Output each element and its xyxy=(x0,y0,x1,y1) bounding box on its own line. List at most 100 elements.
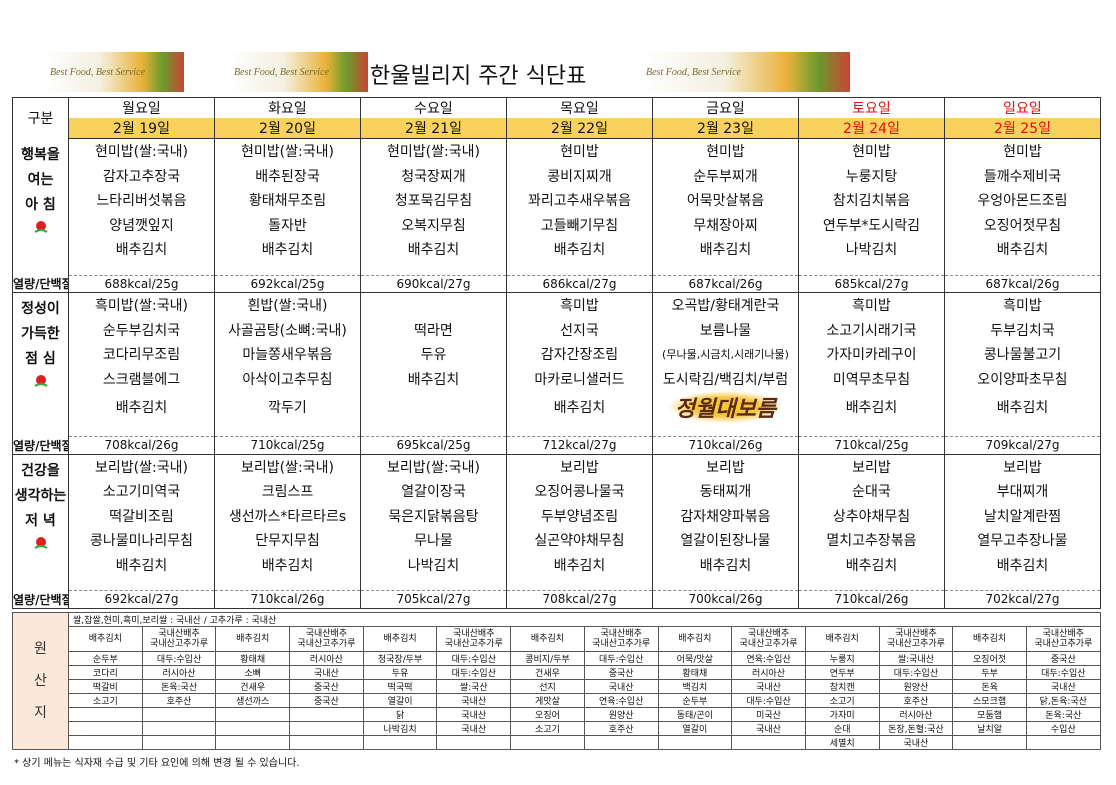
menu-cell: 보리밥 xyxy=(652,454,799,479)
menu-item: 열갈이된장나물 xyxy=(680,533,771,550)
date: 2월 25일 xyxy=(944,118,1101,139)
menu-cell: 현미밥(쌀:국내) xyxy=(360,138,507,164)
menu-item: 가자미카레구이 xyxy=(826,347,917,364)
menu-item: 배추김치 xyxy=(407,371,460,388)
origin-header-line: 국내산고추가루 xyxy=(1034,639,1093,649)
flower-icon xyxy=(14,534,68,559)
menu-item: 배추김치 xyxy=(261,557,314,574)
banner: Best Food, Best Service xyxy=(640,52,850,92)
menu-item: 배추김치 xyxy=(115,557,168,574)
menu-item: 오이양파초무침 xyxy=(977,371,1068,388)
origin-row: 떡갈비 돈육:국산 건새우 중국산 떡국떡 쌀:국산 선지 국내산 백김치 국내산 참치캔 원양산 돈육… xyxy=(13,679,1101,694)
menu-item: 현미밥(쌀:국내) xyxy=(387,144,480,161)
menu-cell: 들깨수제비국 xyxy=(944,163,1101,188)
origin-source: 국내산 xyxy=(1025,679,1101,694)
origin-source: 대두:수입산 xyxy=(1025,665,1101,680)
origin-source: 대두:수입산 xyxy=(436,651,512,666)
origin-item: 열갈이 xyxy=(657,721,733,736)
day: 목요일 xyxy=(506,97,653,118)
menu-item: 코다리무조림 xyxy=(102,347,181,364)
origin-source: 대두:수입산 xyxy=(436,665,512,680)
origin-item: 선지 xyxy=(510,679,585,694)
menu-item: 청포묵김무침 xyxy=(394,193,473,210)
menu-item: 날치알계란찜 xyxy=(983,508,1062,525)
menu-cell: 배추김치 xyxy=(798,552,945,577)
menu-item: 배추김치 xyxy=(115,400,168,416)
menu-cell: 단무지무침 xyxy=(214,528,361,553)
menu-cell xyxy=(506,261,653,276)
menu-item: 흑미밥 xyxy=(1003,298,1042,315)
menu-cell: 보리밥(쌀:국내) xyxy=(68,454,215,479)
kcal: 708kcal/27g xyxy=(506,590,653,609)
menu-item: 감자간장조림 xyxy=(540,347,619,364)
day: 일요일 xyxy=(944,97,1101,118)
menu-cell xyxy=(652,423,799,437)
menu-item: 배추김치 xyxy=(699,557,752,574)
menu-cell: 보리밥 xyxy=(798,454,945,479)
menu-cell: 배추김치 xyxy=(506,552,653,577)
origin-source: 원양산 xyxy=(878,679,954,694)
menu-item: 소고기미역국 xyxy=(102,484,181,501)
menu-item: 아삭이고추무침 xyxy=(242,371,333,388)
menu-item: 깍두기 xyxy=(268,400,307,416)
origin-item: 날치알 xyxy=(952,721,1027,736)
menu-cell: 배추김치 xyxy=(944,237,1101,262)
kcal: 710kcal/25g xyxy=(214,436,361,455)
menu-item: 배추김치 xyxy=(553,242,606,259)
origin-empty xyxy=(1025,735,1101,750)
origin-item: 순대 xyxy=(804,721,880,736)
origin-source: 연육:수입산 xyxy=(731,651,806,666)
kcal-label: 열량/단백질 xyxy=(12,590,69,609)
origin-row: 순두부 대두:수입산 황태채 러시아산 청국장/두부 대두:수입산 콩비지/두부 대두:수입산… xyxy=(13,651,1101,666)
origin-item: 건새우 xyxy=(215,679,291,694)
menu-item: 보리밥(쌀:국내) xyxy=(241,459,334,476)
menu-cell: 우엉아몬드조림 xyxy=(944,188,1101,213)
origin-note-row: 원 산 지 쌀,찹쌀,현미,흑미,보리쌀 : 국내산 / 고추가루 : 국내산 xyxy=(12,612,1101,750)
kcal: 692kcal/25g xyxy=(214,275,361,293)
day: 토요일 xyxy=(798,97,945,118)
menu-cell: 청포묵김무침 xyxy=(360,188,507,213)
kcal: 690kcal/27g xyxy=(360,275,507,293)
meal-label-line: 정성이 xyxy=(21,301,60,317)
origin-header-line: 국내산배추 xyxy=(747,629,790,639)
menu-item: 고들빼기무침 xyxy=(540,217,619,234)
menu-item: (무나물,시금치,시래기나물) xyxy=(662,348,789,362)
menu-item: 들깨수제비국 xyxy=(983,168,1062,185)
menu-cell: 마늘쫑새우볶음 xyxy=(214,342,361,367)
menu-item: 배추된장국 xyxy=(255,168,320,185)
origin-source: 국내산 xyxy=(731,679,806,694)
menu-item: 보리밥(쌀:국내) xyxy=(387,459,480,476)
menu-cell xyxy=(68,577,215,591)
menu-cell: 배추김치 xyxy=(506,391,653,423)
menu-cell: 보리밥(쌀:국내) xyxy=(214,454,361,479)
menu-cell: 현미밥(쌀:국내) xyxy=(68,138,215,164)
menu-item: 현미밥 xyxy=(706,144,745,161)
origin-source: 국내산 xyxy=(436,707,512,722)
menu-item: 콩나물불고기 xyxy=(983,347,1062,364)
origin-item: 열갈이 xyxy=(362,693,438,708)
origin-item: 세멸치 xyxy=(804,735,880,750)
menu-cell: 실곤약야채무침 xyxy=(506,528,653,553)
menu-cell xyxy=(798,577,945,591)
menu-item: 배추김치 xyxy=(845,557,898,574)
origin-header-item: 배추김치 xyxy=(804,626,880,652)
origin-header-item: 배추김치 xyxy=(68,626,143,652)
origin-header-item: 배추김치 xyxy=(657,626,733,652)
origin-header-line: 국내산배추 xyxy=(600,629,642,639)
menu-cell xyxy=(360,577,507,591)
day-row: 구분 월요일 화요일 수요일 목요일 금요일 토요일 일요일 xyxy=(12,97,1101,139)
date: 2월 21일 xyxy=(360,118,507,139)
menu-cell: 현미밥 xyxy=(652,138,799,164)
kcal: 710kcal/26g xyxy=(798,590,945,609)
menu-item: 떡라면 xyxy=(414,322,453,339)
meal-label-line: 여는 xyxy=(27,171,54,188)
kcal-label: 열량/단백질 xyxy=(12,275,69,293)
origin-header-line: 국내산고추가루 xyxy=(592,639,651,649)
menu-item: 콩비지찌개 xyxy=(547,168,612,185)
menu-cell: 떡라면 xyxy=(360,317,507,342)
origin-source: 원양산 xyxy=(583,707,659,722)
menu-cell: 콩비지찌개 xyxy=(506,163,653,188)
origin-header-line: 국내산고추가루 xyxy=(739,639,798,649)
menu-cell: 느타리버섯볶음 xyxy=(68,188,215,213)
origin-source: 국내산 xyxy=(289,665,364,680)
